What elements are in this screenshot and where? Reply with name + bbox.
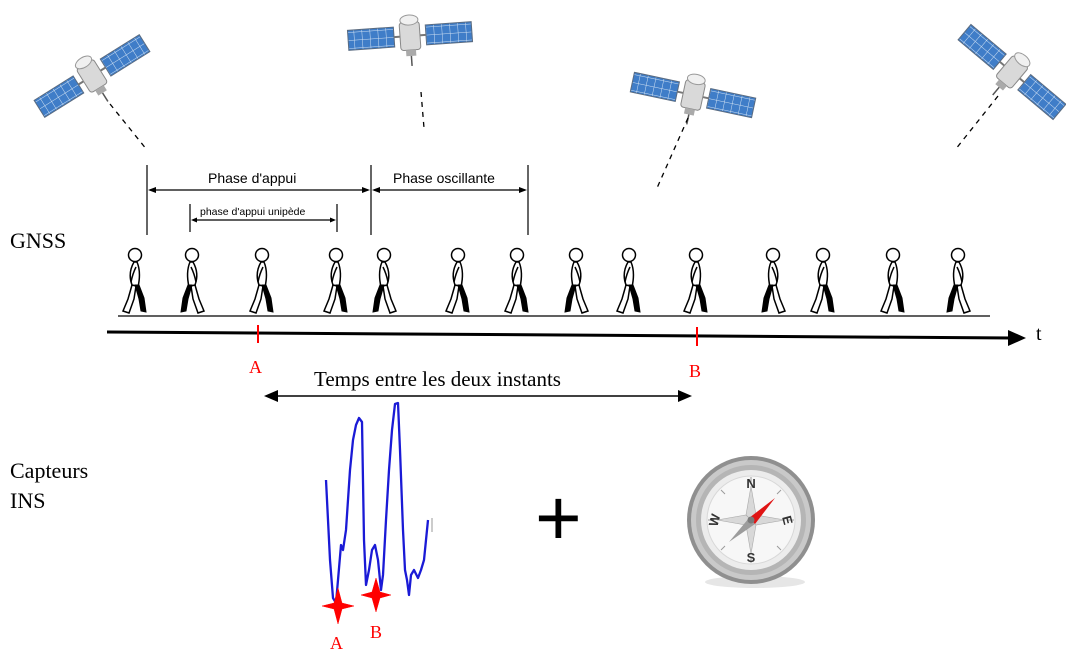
signal-marker-a-star xyxy=(321,587,355,625)
satellite-link xyxy=(420,91,425,129)
walker-icon xyxy=(372,247,397,314)
ins-label: INS xyxy=(10,488,46,513)
walker-icon xyxy=(810,247,835,314)
walker-icon xyxy=(616,247,641,314)
walker-icon xyxy=(180,247,205,314)
single-support-label: phase d'appui unipède xyxy=(200,206,306,218)
walker-icon xyxy=(683,247,708,314)
stance-phase-label: Phase d'appui xyxy=(208,170,297,186)
capteurs-label: Capteurs xyxy=(10,458,89,483)
time-axis-arrowhead xyxy=(1008,330,1026,346)
marker-a-label: A xyxy=(249,357,262,377)
time-axis-label: t xyxy=(1036,323,1042,345)
satellite-links xyxy=(109,91,999,189)
phase-arrowheads xyxy=(148,187,527,223)
duration-label: Temps entre les deux instants xyxy=(314,367,561,391)
compass-east-label: E xyxy=(779,514,796,527)
signal-marker-b-star xyxy=(360,577,392,613)
swing-phase-label: Phase oscillante xyxy=(393,170,495,186)
walker-icon xyxy=(323,247,348,314)
walker-icon xyxy=(445,247,470,314)
satellite-icon xyxy=(345,9,475,72)
compass-west-label: W xyxy=(706,512,724,528)
plus-sign: + xyxy=(535,473,582,562)
walker-icon xyxy=(761,247,786,314)
walker-icon xyxy=(504,247,529,314)
walker-icon xyxy=(564,247,589,314)
satellite-link xyxy=(656,117,689,189)
compass-north-label: N xyxy=(746,476,755,491)
walker-icon xyxy=(249,247,274,314)
compass-needle-south xyxy=(729,518,755,542)
compass-south-label: S xyxy=(747,550,756,565)
signal-marker-b-label: B xyxy=(370,622,383,642)
satellite-icon xyxy=(625,60,760,139)
compass-needle-north xyxy=(749,498,775,524)
walker-icon xyxy=(946,247,971,314)
compass-icon: N S E W xyxy=(687,456,815,588)
walker-row xyxy=(122,247,971,314)
time-axis xyxy=(106,330,1013,340)
satellite-link xyxy=(109,103,148,151)
satellite-icon xyxy=(944,15,1066,136)
walker-icon xyxy=(122,247,147,314)
ins-signal-trace xyxy=(324,401,430,605)
signal-marker-a-label: A xyxy=(330,633,343,653)
gnss-label: GNSS xyxy=(10,228,67,253)
satellite-icon xyxy=(27,24,162,136)
satellite-link xyxy=(954,95,999,151)
walker-icon xyxy=(880,247,905,314)
marker-b-label: B xyxy=(689,361,702,381)
phase-brackets xyxy=(146,165,529,235)
